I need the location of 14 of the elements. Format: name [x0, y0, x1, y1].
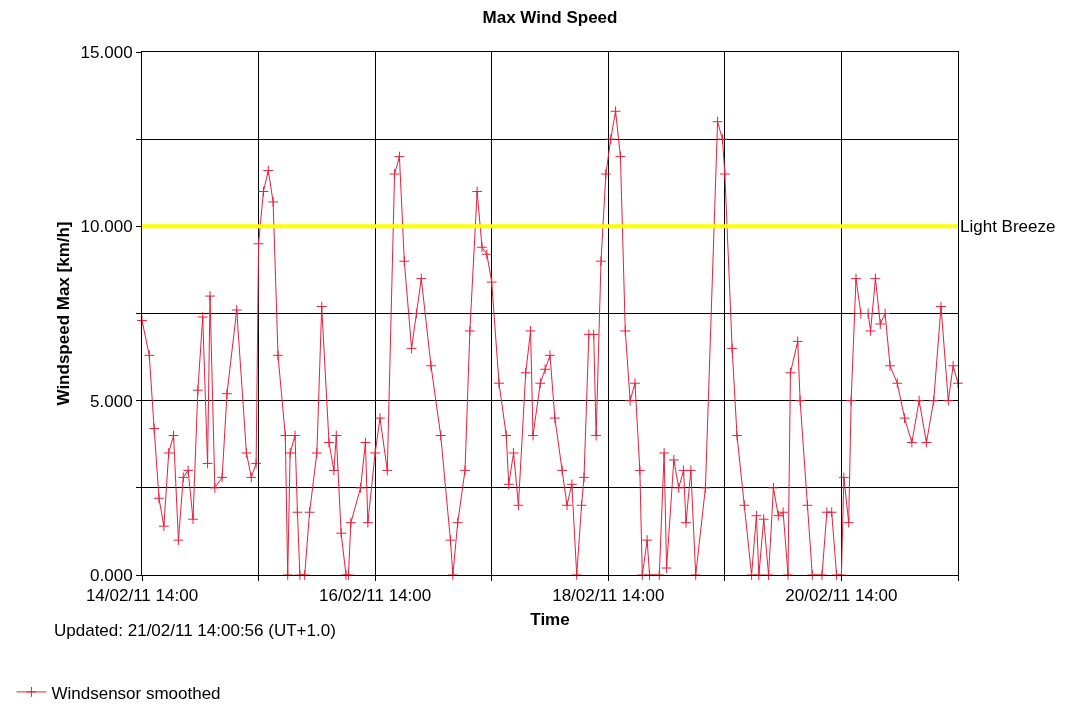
chart-title: Max Wind Speed — [482, 7, 618, 27]
x-axis-title: Time — [530, 609, 570, 629]
ref-line-label: Light Breeze — [960, 217, 1056, 236]
x-tick-label: 18/02/11 14:00 — [552, 586, 665, 606]
x-tick-label: 14/02/11 14:00 — [85, 586, 199, 606]
y-tick-label: 15.000 — [80, 42, 133, 62]
x-tick-label: 16/02/11 14:00 — [319, 586, 432, 606]
y-tick-label: 5.000 — [90, 391, 133, 411]
x-tick-label: 20/02/11 14:00 — [785, 586, 898, 606]
legend-label: Windsensor smoothed — [51, 683, 221, 703]
y-axis-title: Windspeed Max [km/h] — [54, 221, 74, 406]
y-tick-label: 10.000 — [80, 217, 133, 237]
y-tick-label: 0.000 — [90, 565, 133, 585]
text: Updated: 21/02/11 14:00:56 (UT+1.0) — [54, 621, 336, 640]
